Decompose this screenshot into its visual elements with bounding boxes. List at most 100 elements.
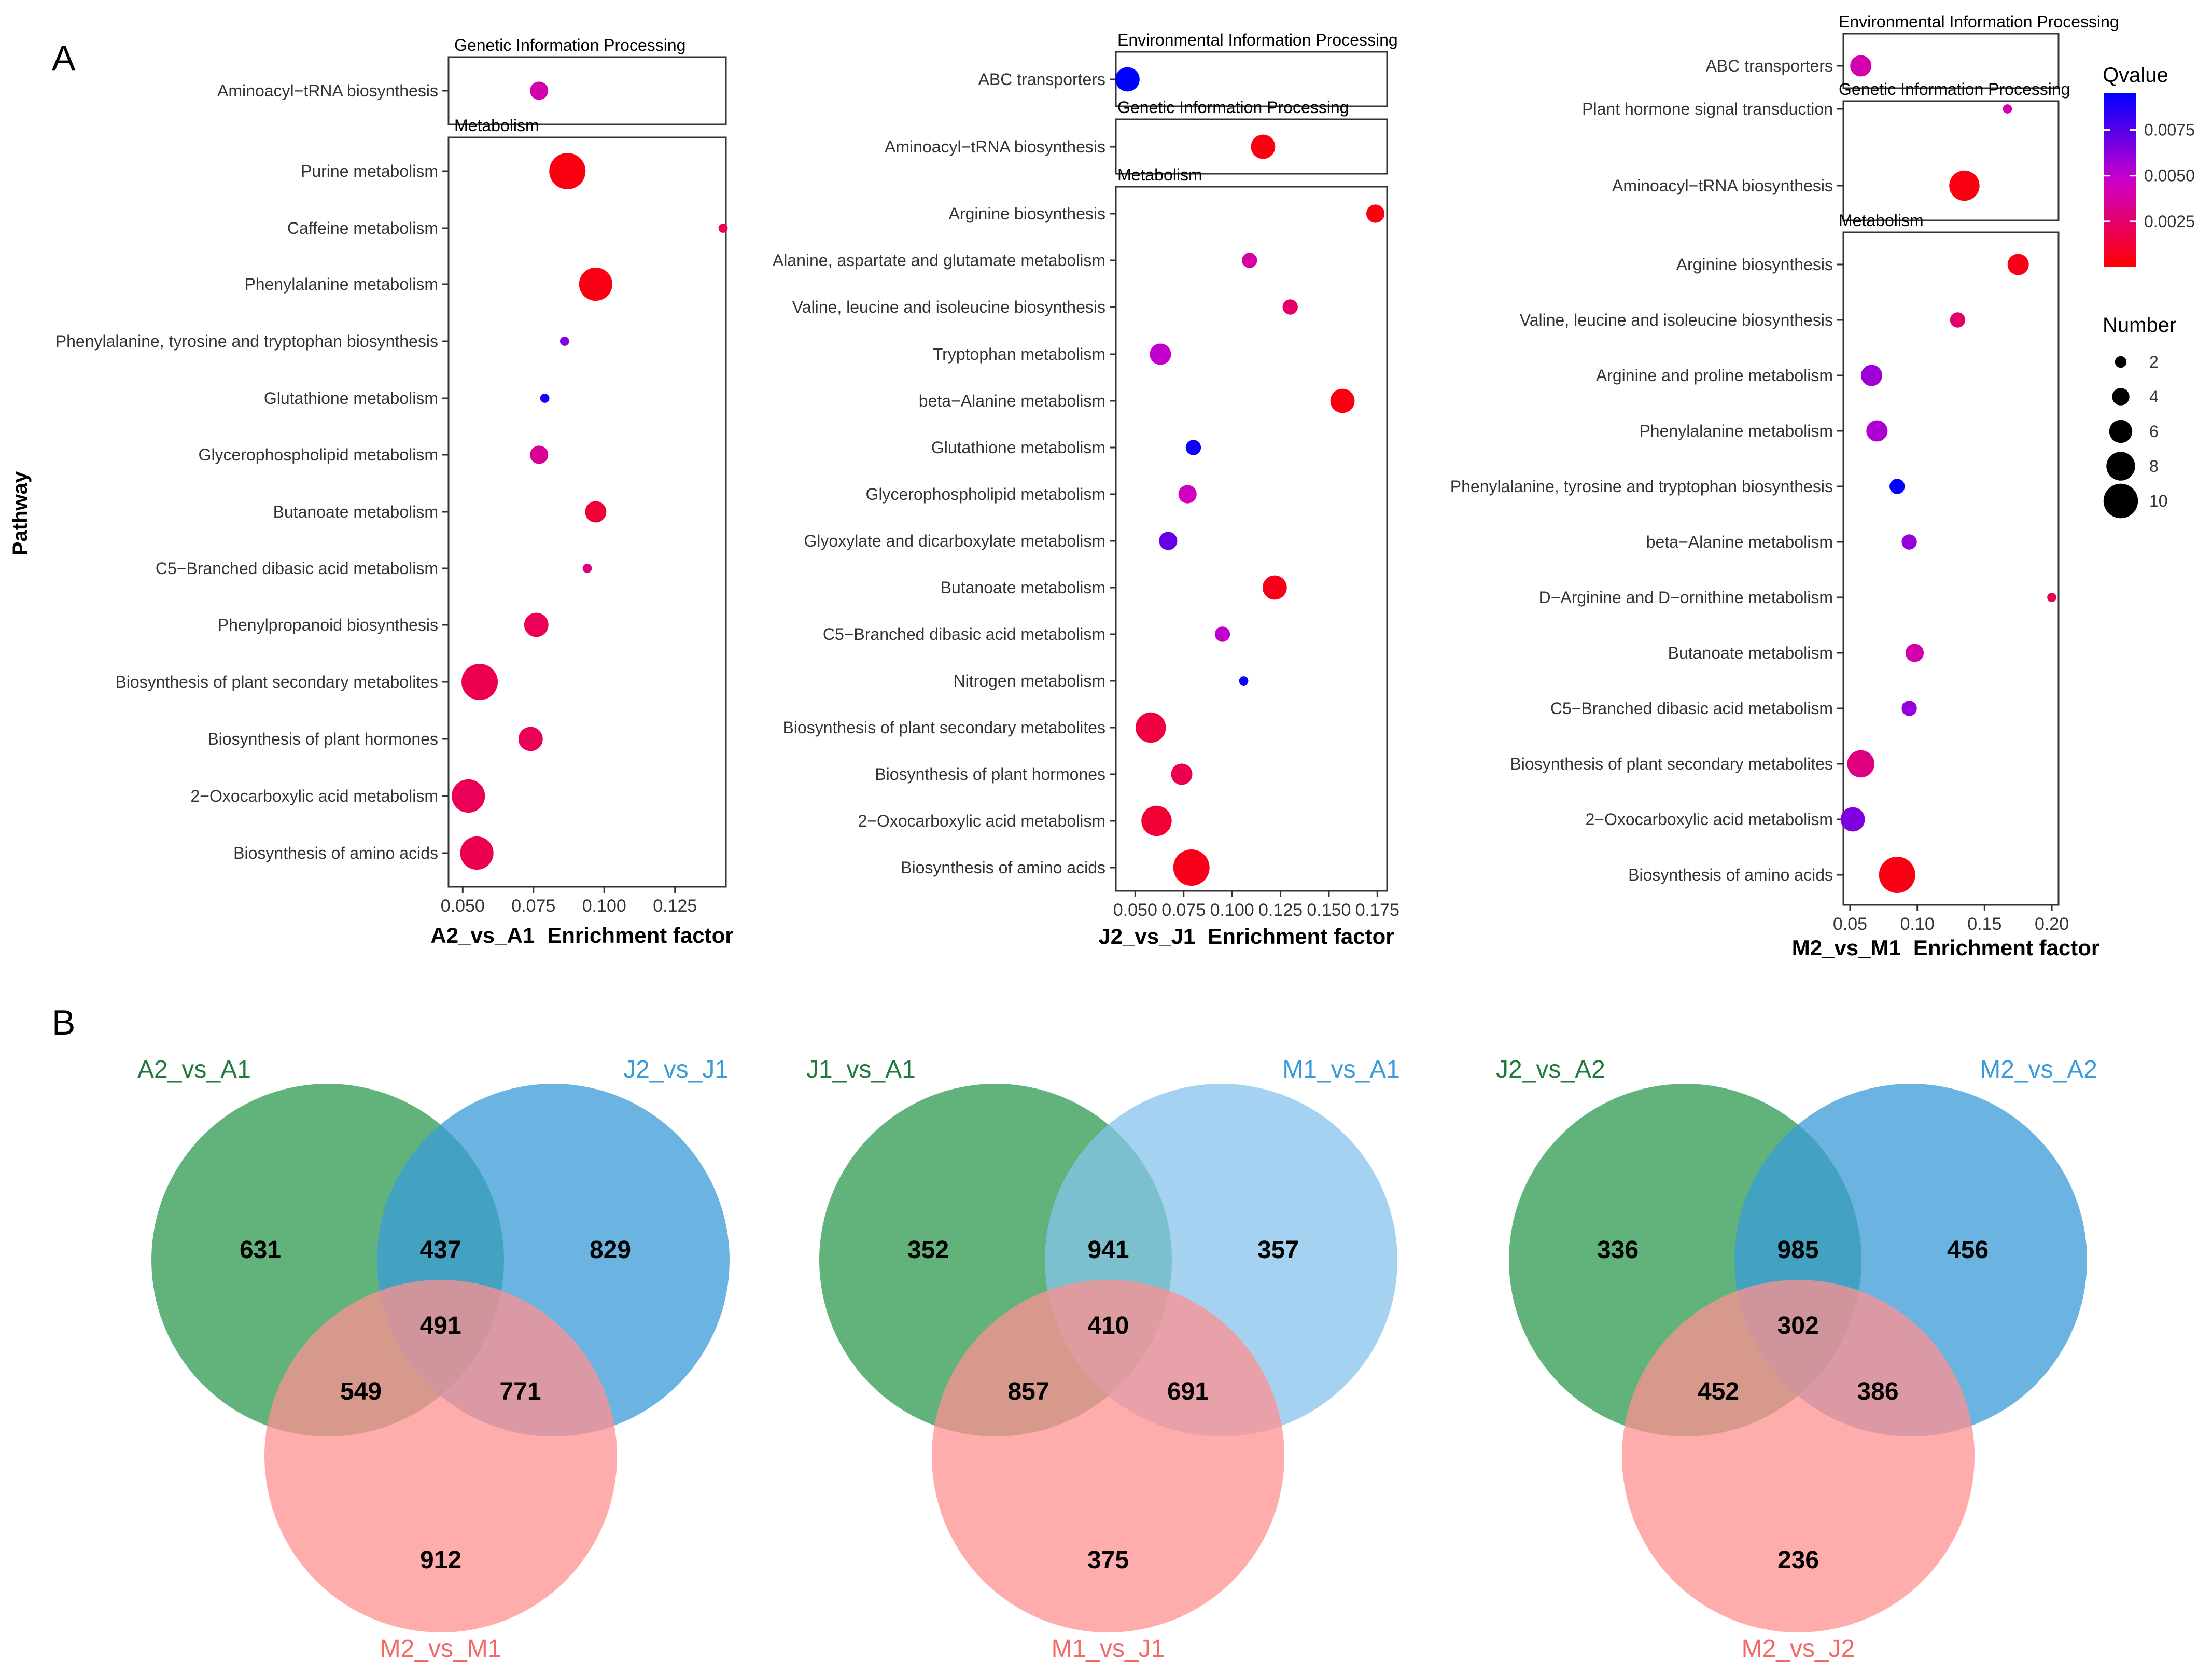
venn-set-label: M2_vs_M1 (380, 1635, 502, 1663)
group-title: Metabolism (454, 116, 539, 135)
venn-set-label: A2_vs_A1 (137, 1056, 251, 1083)
venn-set-label: M2_vs_J2 (1742, 1635, 1855, 1663)
number-key-dot (2115, 356, 2127, 368)
pathway-label: Butanoate metabolism (941, 578, 1105, 597)
pathway-label: Nitrogen metabolism (954, 672, 1105, 690)
pathway-label: Valine, leucine and isoleucine biosynthe… (792, 298, 1105, 316)
data-point (1901, 534, 1917, 550)
data-point (559, 337, 569, 346)
group-panel (1842, 231, 2060, 906)
pathway-label: Valine, leucine and isoleucine biosynthe… (1520, 311, 1833, 329)
data-point (549, 153, 586, 189)
dot-plots: Genetic Information Processing Aminoacyl−… (55, 12, 2119, 960)
data-point (1173, 849, 1210, 886)
group-title: Genetic Information Processing (1839, 80, 2070, 99)
pathway-label: Arginine and proline metabolism (1596, 366, 1833, 385)
data-point (1950, 312, 1966, 328)
data-point (1366, 204, 1385, 223)
pathway-label: C5−Branched dibasic acid metabolism (823, 625, 1105, 644)
pathway-label: Plant hormone signal transduction (1582, 100, 1833, 118)
pathway-label: Phenylalanine, tyrosine and tryptophan b… (55, 332, 438, 351)
group-title: Genetic Information Processing (1117, 98, 1349, 117)
group-title: Metabolism (1839, 211, 1924, 230)
data-point (585, 501, 607, 523)
venn-count-r12: 437 (419, 1236, 461, 1264)
group-title: Environmental Information Processing (1117, 31, 1398, 49)
data-point (1150, 343, 1171, 365)
data-point (1847, 750, 1875, 778)
qvalue-legend-title: Qvalue (2103, 64, 2168, 87)
data-point (530, 81, 549, 100)
data-point (1949, 170, 1980, 201)
pathway-label: Glycerophospholipid metabolism (199, 445, 438, 464)
data-point (1850, 55, 1872, 77)
x-tick-label: 0.075 (511, 896, 555, 916)
pathway-label: D−Arginine and D−ornithine metabolism (1539, 588, 1833, 607)
pathway-label: Biosynthesis of plant secondary metaboli… (1510, 755, 1833, 773)
data-point (1879, 857, 1915, 893)
venn-set-label: M2_vs_A2 (1980, 1056, 2097, 1083)
data-point (582, 564, 592, 573)
number-key-label: 4 (2149, 387, 2159, 406)
data-point (1185, 440, 1201, 455)
venn-count-only-2: 357 (1257, 1236, 1299, 1264)
venn-count-only-2: 456 (1947, 1236, 1989, 1264)
panel-label-b: B (52, 1003, 75, 1042)
group-panel (1842, 33, 2060, 89)
venn-count-r13: 452 (1698, 1378, 1739, 1405)
venn-diagrams: A2_vs_A1 J2_vs_J1 M2_vs_M1 631 829 912 437 549 7… (137, 1056, 2097, 1663)
data-point (1242, 253, 1257, 268)
pathway-label: Tryptophan metabolism (933, 345, 1105, 364)
number-key-dot (2106, 452, 2135, 481)
pathway-label: Biosynthesis of plant hormones (875, 765, 1105, 784)
data-point (2047, 593, 2056, 602)
number-key-label: 2 (2149, 353, 2159, 371)
data-point (452, 779, 485, 813)
pathway-label: Biosynthesis of amino acids (901, 858, 1105, 877)
x-tick-label: 0.20 (2035, 914, 2069, 934)
venn-count-only-1: 352 (907, 1236, 949, 1264)
pathway-label: Caffeine metabolism (287, 219, 438, 238)
pathway-label: Phenylalanine metabolism (1639, 422, 1833, 440)
venn-count-only-1: 336 (1597, 1236, 1639, 1264)
number-legend-title: Number (2103, 314, 2176, 337)
pathway-label: ABC transporters (1706, 57, 1833, 75)
data-point (1141, 805, 1172, 836)
comparison-name: A2_vs_A1 (430, 923, 535, 947)
data-point (1905, 644, 1924, 662)
venn-count-only-3: 912 (420, 1546, 461, 1574)
venn-set-label: J2_vs_A2 (1496, 1056, 1605, 1083)
x-tick-label: 0.050 (1113, 900, 1157, 920)
pathway-label: 2−Oxocarboxylic acid metabolism (858, 812, 1105, 830)
data-point (460, 836, 494, 870)
data-point (1251, 134, 1276, 159)
venn-set-circle (932, 1280, 1284, 1632)
pathway-label: 2−Oxocarboxylic acid metabolism (190, 787, 438, 805)
venn-set-circle (1622, 1280, 1975, 1632)
venn-set-circle (264, 1280, 617, 1632)
x-tick-label: 0.10 (1900, 914, 1935, 934)
pathway-label: Biosynthesis of amino acids (233, 844, 438, 862)
venn-count-r13: 857 (1007, 1378, 1049, 1405)
venn-1: A2_vs_A1 J2_vs_J1 M2_vs_M1 631 829 912 437 549 7… (137, 1056, 730, 1663)
pathway-label: beta−Alanine metabolism (1646, 533, 1833, 551)
x-axis-title: A2_vs_A1 Enrichment factor (430, 923, 733, 947)
x-label: Enrichment factor (1208, 924, 1394, 948)
data-point (1840, 807, 1865, 832)
pathway-label: Purine metabolism (301, 162, 438, 180)
x-tick-label: 0.125 (1258, 900, 1303, 920)
x-label: Enrichment factor (1913, 936, 2099, 960)
x-tick-label: 0.05 (1833, 914, 1867, 934)
x-tick-label: 0.100 (1210, 900, 1254, 920)
pathway-label: Phenylpropanoid biosynthesis (218, 616, 438, 634)
venn-count-r23: 771 (499, 1378, 541, 1405)
data-point (1171, 763, 1193, 785)
x-axis-title: M2_vs_M1 Enrichment factor (1792, 936, 2100, 960)
qvalue-tick-label: 0.0075 (2144, 121, 2195, 139)
number-key-label: 8 (2149, 457, 2159, 476)
data-point (1214, 626, 1230, 642)
pathway-label: Phenylalanine, tyrosine and tryptophan b… (1450, 477, 1833, 496)
pathway-label: 2−Oxocarboxylic acid metabolism (1585, 810, 1833, 829)
venn-count-r23: 691 (1167, 1378, 1209, 1405)
data-point (579, 267, 612, 301)
